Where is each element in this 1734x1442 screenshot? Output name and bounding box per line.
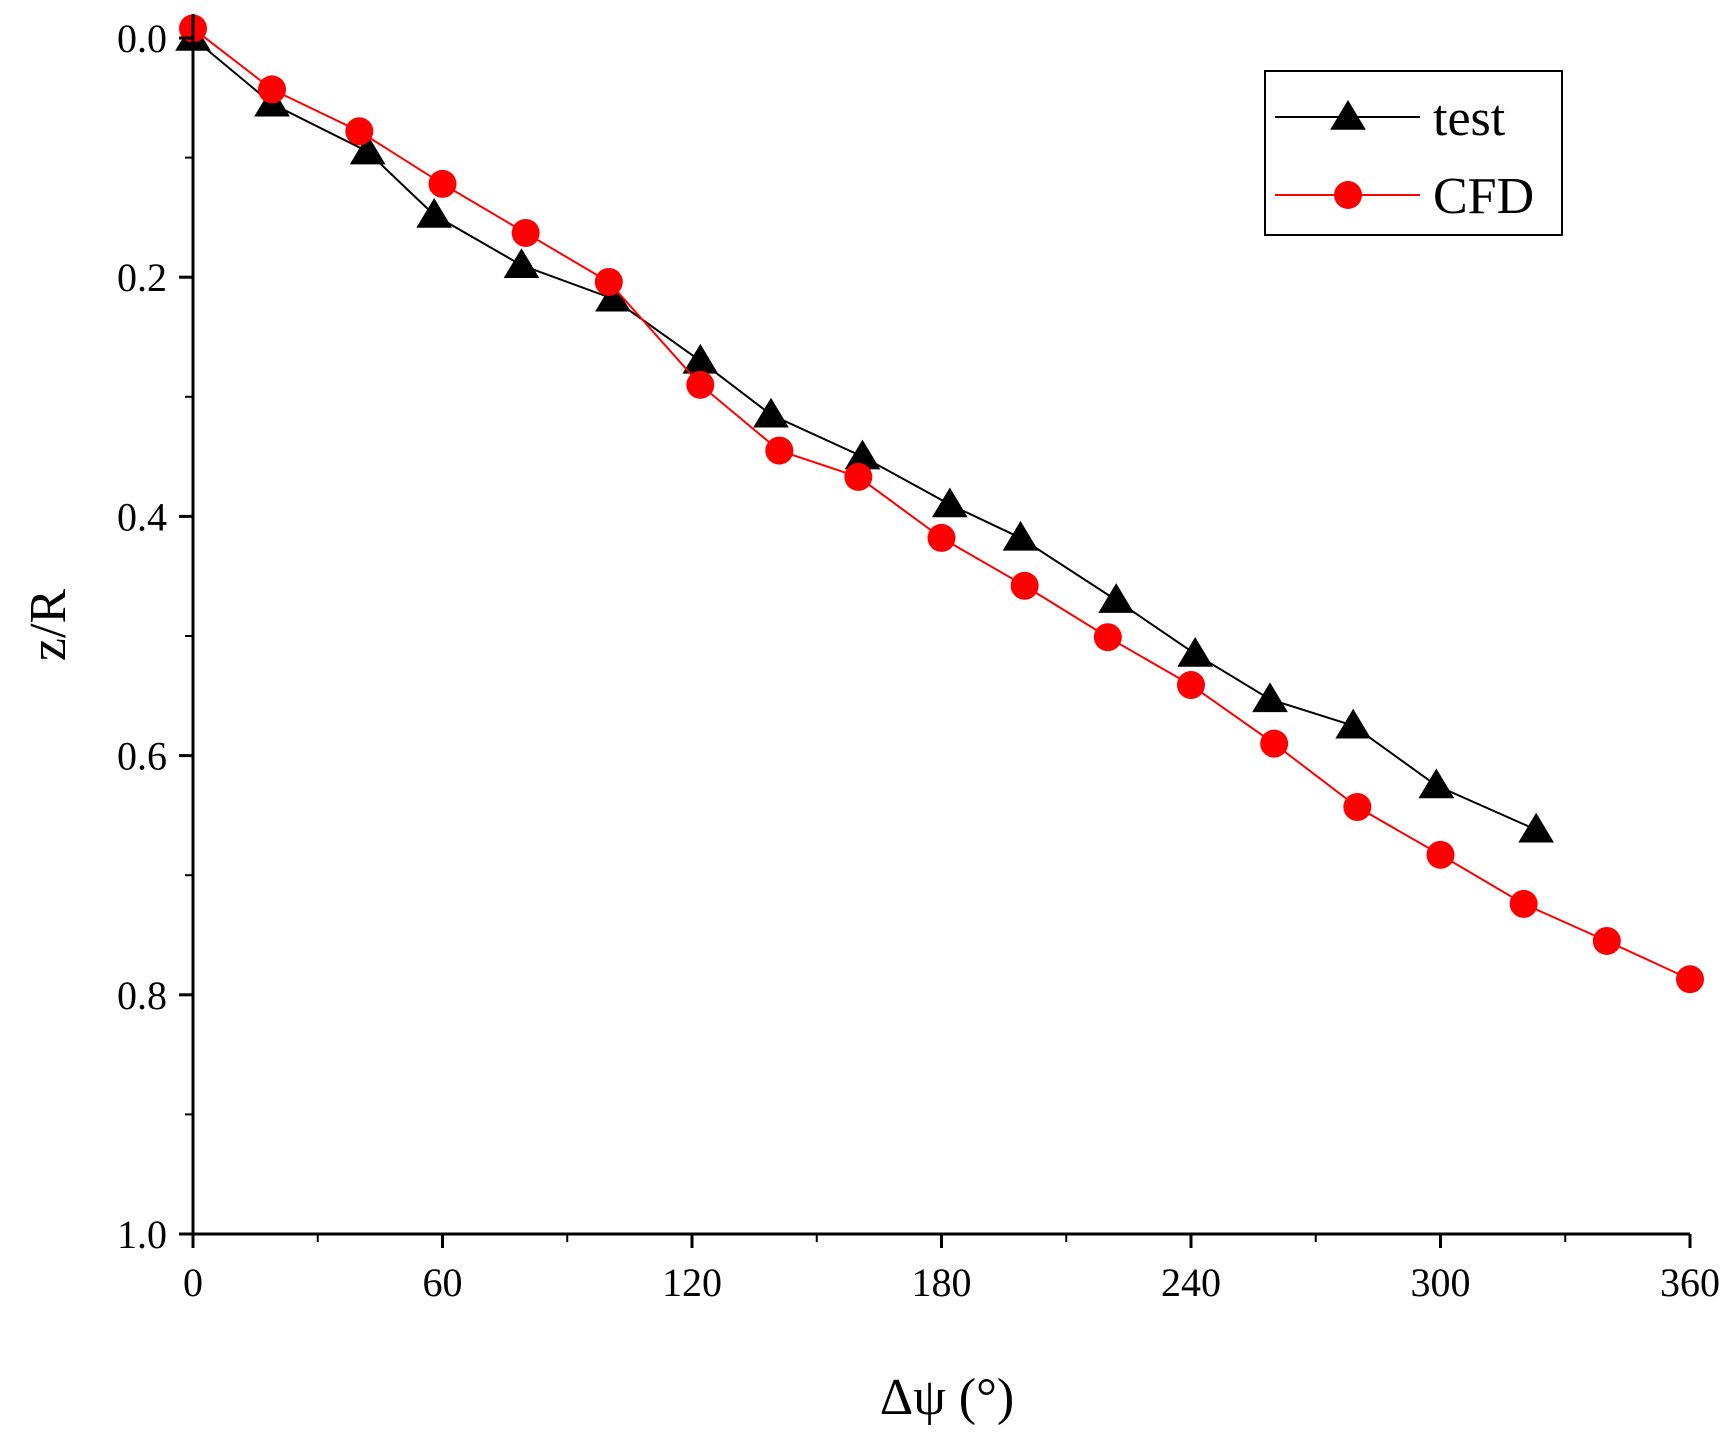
data-point-test: [1002, 520, 1039, 551]
series-test: [175, 21, 1554, 843]
legend-marker-cfd: [1334, 181, 1362, 209]
legend-box: [1264, 70, 1563, 236]
data-point-cfd: [511, 218, 540, 247]
x-tick-label: 60: [423, 1260, 463, 1305]
y-tick-label: 0.0: [117, 16, 167, 61]
data-point-cfd: [1260, 729, 1289, 758]
data-point-test: [1098, 583, 1134, 613]
data-point-cfd: [1177, 671, 1205, 700]
data-point-cfd: [1093, 623, 1122, 652]
legend-label-cfd: CFD: [1433, 168, 1534, 225]
y-tick-label: 0.2: [117, 255, 167, 300]
data-point-cfd: [428, 169, 457, 198]
data-point-test: [753, 397, 789, 428]
data-point-cfd: [345, 117, 374, 146]
data-point-test: [416, 198, 453, 228]
data-point-cfd: [1010, 571, 1039, 600]
x-ticks: 0 60 120 180 240 300 360: [183, 1234, 1720, 1305]
data-point-cfd: [258, 75, 287, 104]
y-tick-label: 0.8: [117, 973, 167, 1018]
y-axis-title: z/R: [20, 589, 77, 662]
data-point-test: [931, 487, 968, 518]
x-tick-label: 300: [1411, 1260, 1471, 1305]
data-point-cfd: [1509, 889, 1538, 918]
data-point-cfd: [1343, 793, 1372, 822]
data-point-cfd: [1426, 840, 1455, 869]
series-cfd: [179, 14, 1704, 994]
legend-marker-test: [1330, 100, 1366, 130]
legend-label-test: test: [1433, 90, 1506, 147]
data-point-test: [1335, 708, 1372, 739]
data-point-cfd: [844, 462, 873, 491]
data-point-test: [1518, 812, 1554, 843]
data-point-cfd: [1592, 926, 1621, 955]
x-tick-label: 240: [1161, 1260, 1221, 1305]
data-point-cfd: [765, 436, 794, 465]
legend: test CFD: [1264, 70, 1563, 236]
x-tick-label: 120: [662, 1260, 722, 1305]
data-point-test: [595, 281, 631, 312]
data-point-test: [1418, 768, 1455, 799]
data-point-cfd: [594, 267, 623, 296]
data-point-test: [1252, 682, 1288, 713]
x-tick-label: 180: [912, 1260, 972, 1305]
data-point-test: [1177, 636, 1214, 667]
x-tick-label: 360: [1660, 1260, 1720, 1305]
y-tick-label: 1.0: [117, 1212, 167, 1257]
data-point-cfd: [927, 523, 956, 552]
data-point-test: [844, 439, 881, 470]
y-ticks: 0.0 0.2 0.4 0.6 0.8 1.0: [117, 16, 193, 1257]
data-point-test: [682, 343, 719, 374]
x-axis-title: Δψ (°): [880, 1369, 1014, 1426]
y-tick-label: 0.6: [117, 734, 167, 779]
y-tick-label: 0.4: [117, 494, 167, 539]
data-point-cfd: [686, 370, 715, 399]
data-point-cfd: [1676, 965, 1704, 994]
x-tick-label: 0: [183, 1260, 203, 1305]
plot-lines: [175, 14, 1704, 994]
data-point-test: [349, 134, 386, 165]
data-point-test: [503, 248, 540, 278]
